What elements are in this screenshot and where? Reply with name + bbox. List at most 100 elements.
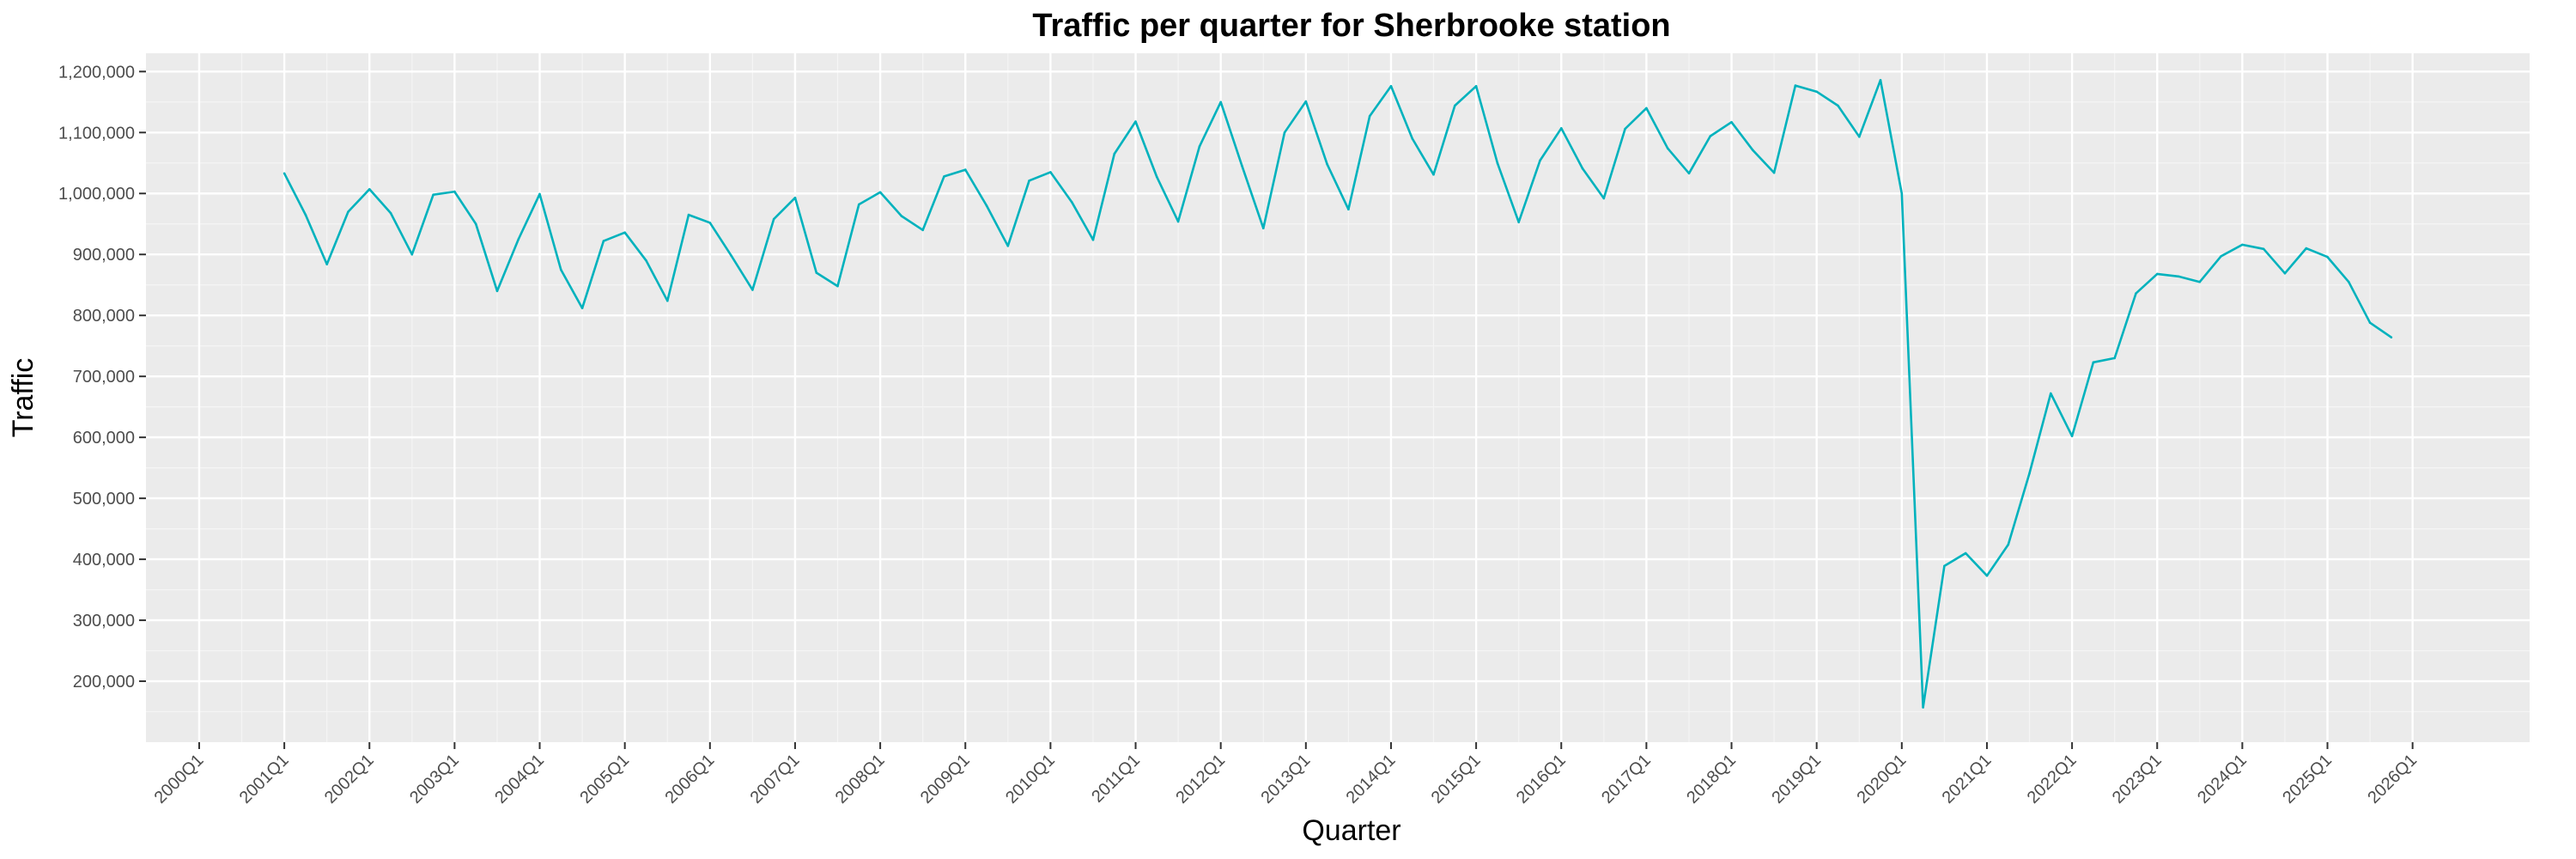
data-point <box>943 175 945 178</box>
x-tick-label: 2016Q1 <box>1513 751 1570 807</box>
data-point <box>1837 104 1839 107</box>
data-point <box>1879 78 1882 82</box>
data-point <box>751 289 754 291</box>
data-point <box>474 222 477 226</box>
data-point <box>1687 172 1691 175</box>
x-axis-title: Quarter <box>1302 814 1400 847</box>
data-point <box>1262 227 1265 230</box>
y-tick-label: 800,000 <box>73 307 135 326</box>
data-point <box>730 254 732 257</box>
x-tick-label: 2024Q1 <box>2194 751 2251 807</box>
data-point <box>1283 131 1286 134</box>
plot-panel <box>146 53 2530 742</box>
data-point <box>283 172 286 175</box>
data-point <box>1176 220 1180 223</box>
y-tick-label: 300,000 <box>73 612 135 631</box>
data-point <box>432 193 434 196</box>
y-axis: 200,000 300,000 400,000 500,000 600,000 700,0… <box>58 63 146 691</box>
data-point <box>623 231 626 235</box>
data-point <box>2113 356 2116 360</box>
data-point <box>410 253 414 256</box>
x-tick-label: 2001Q1 <box>236 751 293 807</box>
data-point <box>1517 221 1520 223</box>
x-tick-label: 2019Q1 <box>1768 751 1825 807</box>
data-point <box>1666 147 1669 149</box>
major-gridlines <box>146 53 2530 742</box>
x-tick-label: 2018Q1 <box>1683 751 1740 807</box>
data-point <box>2390 336 2393 339</box>
data-point <box>1602 197 1606 200</box>
data-point <box>815 271 818 274</box>
data-point <box>1794 84 1797 87</box>
data-point <box>560 268 562 271</box>
data-point <box>1028 180 1030 182</box>
data-point <box>580 307 584 310</box>
data-point <box>2262 247 2265 251</box>
data-point <box>1113 152 1116 155</box>
data-point <box>1134 120 1137 123</box>
x-tick-label: 2014Q1 <box>1343 751 1400 807</box>
data-point <box>1496 161 1499 165</box>
data-point <box>389 211 392 215</box>
data-point <box>1752 149 1754 152</box>
x-tick-label: 2004Q1 <box>491 751 548 807</box>
data-point <box>2368 321 2372 325</box>
x-tick-label: 2015Q1 <box>1428 751 1485 807</box>
data-point <box>1815 90 1818 93</box>
data-point <box>1730 120 1733 124</box>
series-line <box>283 78 2392 709</box>
x-tick-label: 2005Q1 <box>576 751 633 807</box>
data-point <box>2305 247 2308 250</box>
data-point <box>900 215 903 217</box>
data-point <box>2028 472 2031 475</box>
data-point <box>1411 137 1414 140</box>
data-point <box>368 188 371 191</box>
data-point <box>921 228 924 232</box>
data-point <box>1560 127 1563 130</box>
x-tick-label: 2020Q1 <box>1853 751 1910 807</box>
x-tick-label: 2013Q1 <box>1257 751 1314 807</box>
data-point <box>1709 135 1712 137</box>
data-point <box>836 284 839 288</box>
data-point <box>772 217 775 221</box>
data-point <box>793 196 797 199</box>
y-tick-label: 500,000 <box>73 490 135 509</box>
x-tick-label: 2021Q1 <box>1939 751 1996 807</box>
data-point <box>1156 175 1158 179</box>
data-point <box>1581 167 1584 170</box>
data-point <box>1858 135 1861 138</box>
data-point <box>325 263 329 265</box>
y-tick-label: 1,000,000 <box>58 185 135 204</box>
data-point <box>2283 271 2287 275</box>
data-layer <box>283 78 2393 709</box>
data-point <box>858 203 860 206</box>
data-point <box>2092 361 2095 364</box>
y-tick-label: 1,100,000 <box>58 124 135 143</box>
data-point <box>1347 208 1350 210</box>
data-point <box>878 191 882 194</box>
data-point <box>1454 104 1456 107</box>
data-point <box>347 210 349 213</box>
x-tick-label: 2007Q1 <box>747 751 804 807</box>
data-point <box>1198 145 1201 148</box>
data-point <box>1964 551 1967 555</box>
data-point <box>1900 192 1904 195</box>
data-point <box>538 192 541 196</box>
data-point <box>1772 171 1776 174</box>
x-tick-label: 2025Q1 <box>2279 751 2336 807</box>
x-axis: 2000Q1 2001Q1 2002Q1 2003Q1 2004Q1 2005Q1 2006… <box>151 742 2421 807</box>
x-tick-label: 2010Q1 <box>1002 751 1059 807</box>
data-point <box>2241 243 2244 247</box>
data-point <box>1006 245 1010 247</box>
data-point <box>2050 392 2052 395</box>
x-tick-label: 2026Q1 <box>2364 751 2421 807</box>
x-tick-label: 2006Q1 <box>661 751 718 807</box>
x-tick-label: 2002Q1 <box>321 751 378 807</box>
data-point <box>2348 280 2350 283</box>
x-tick-label: 2009Q1 <box>917 751 974 807</box>
x-tick-label: 2003Q1 <box>406 751 463 807</box>
x-tick-label: 2011Q1 <box>1088 751 1144 807</box>
data-point <box>1070 200 1073 204</box>
